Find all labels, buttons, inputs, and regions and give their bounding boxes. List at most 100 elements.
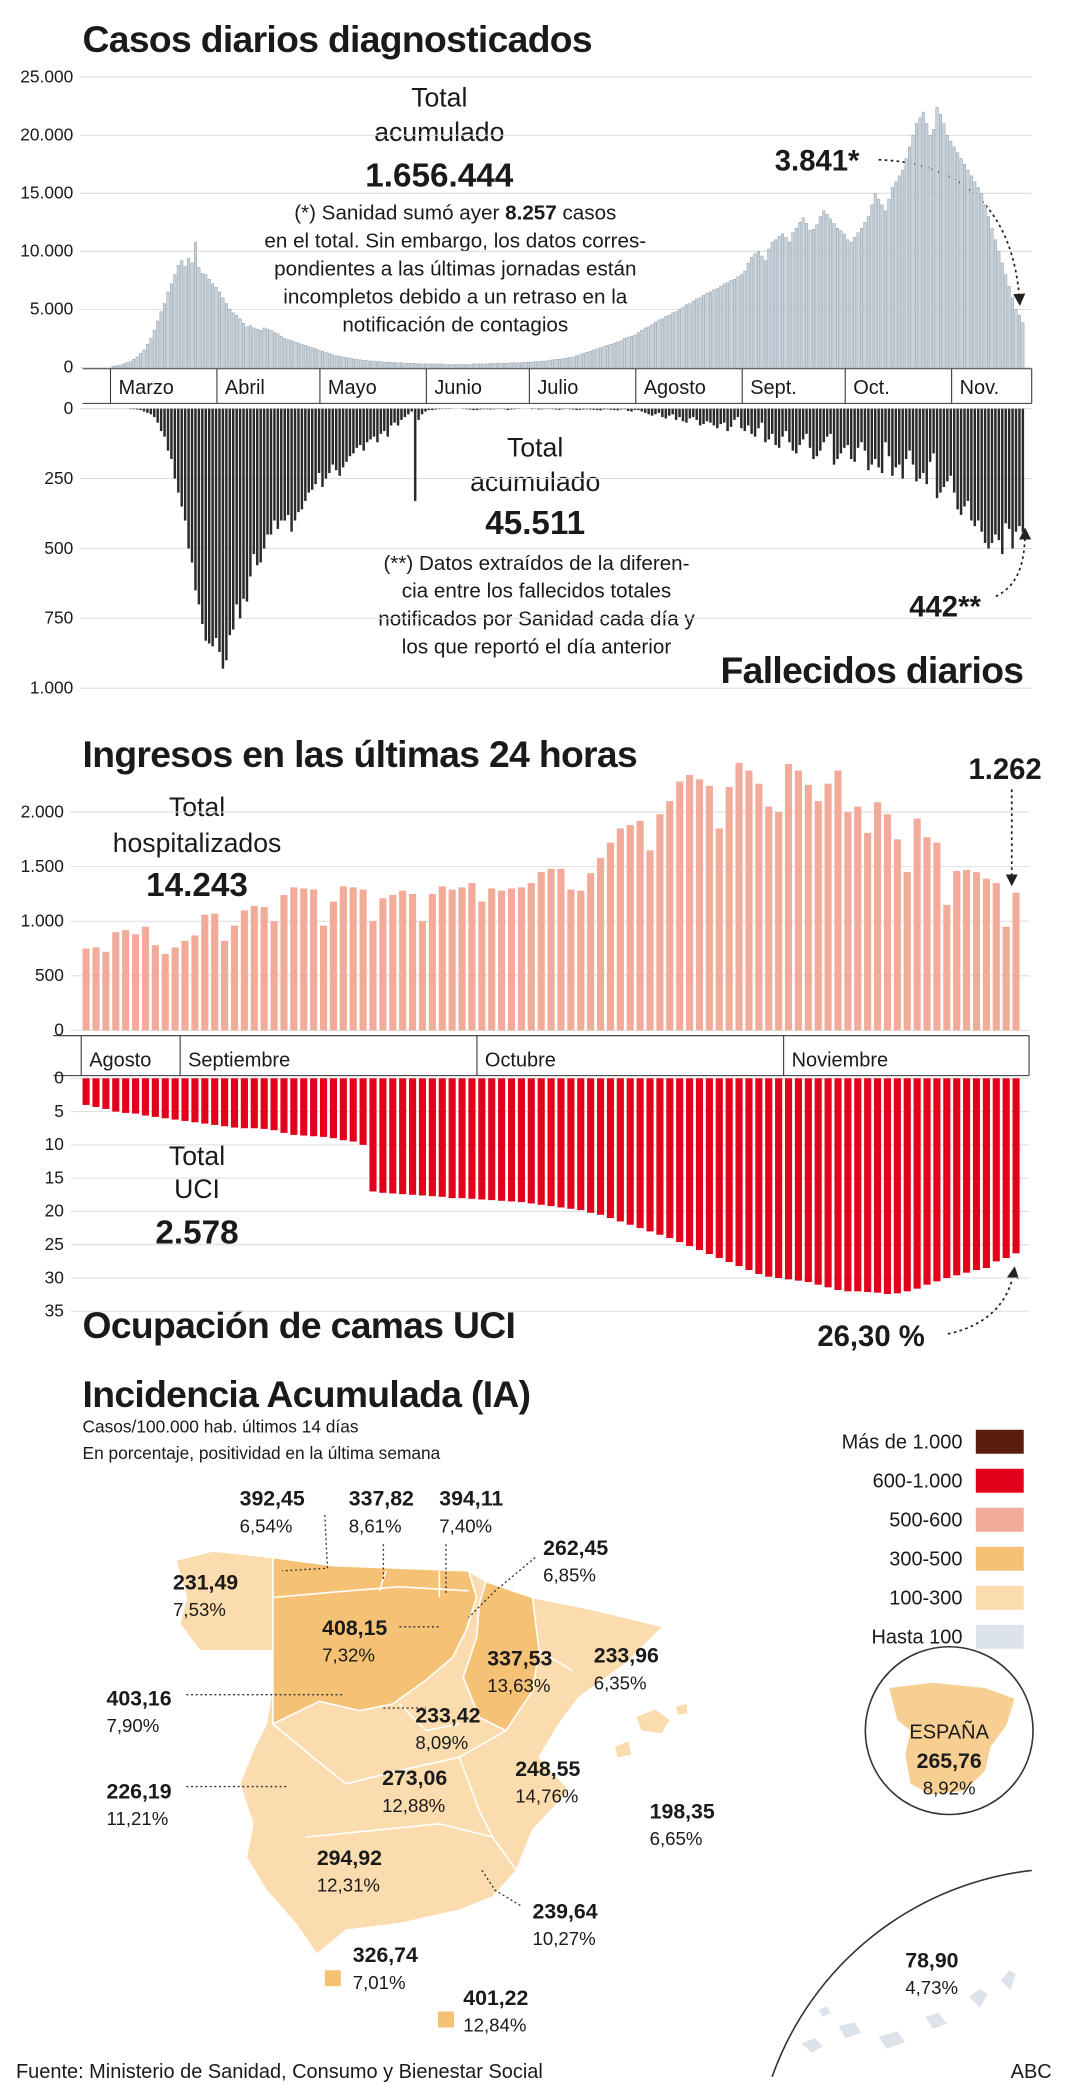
bar: [102, 951, 110, 1031]
bar: [726, 282, 730, 368]
bar: [708, 291, 712, 368]
legend-swatch: [975, 1468, 1024, 1493]
bar: [280, 1078, 288, 1133]
bar: [596, 1078, 605, 1215]
bar: [765, 1078, 773, 1277]
bar: [567, 1078, 575, 1209]
bar: [646, 850, 654, 1031]
bar: [161, 1078, 169, 1119]
bar: [1007, 408, 1011, 529]
legend-label: 500-600: [889, 1509, 962, 1531]
ceuta: [324, 1970, 341, 1987]
region-positivity: 6,65%: [650, 1828, 703, 1849]
total-label: UCI: [174, 1174, 220, 1204]
bar: [507, 888, 516, 1031]
bar: [578, 408, 582, 410]
note: notificados por Sanidad cada día y: [378, 608, 695, 631]
bar: [132, 934, 140, 1031]
bar: [156, 320, 160, 368]
bar: [647, 408, 650, 415]
bar: [149, 408, 153, 415]
bar: [240, 910, 248, 1031]
bar: [245, 326, 249, 368]
bar: [240, 1078, 248, 1129]
bar: [903, 1078, 911, 1292]
bar: [575, 408, 578, 411]
bar: [171, 947, 179, 1031]
y-tick-label: 10: [45, 1134, 64, 1154]
region-positivity: 11,21%: [107, 1808, 169, 1829]
bar: [324, 352, 328, 368]
bar: [681, 408, 685, 422]
bar: [204, 408, 207, 641]
bar: [190, 262, 194, 368]
bar: [355, 408, 359, 448]
bar: [982, 1078, 990, 1269]
bar: [365, 408, 369, 443]
bar: [527, 883, 535, 1031]
y-tick-label: 20.000: [20, 125, 73, 145]
bar: [993, 239, 997, 368]
bar: [321, 350, 324, 368]
bar: [201, 914, 209, 1031]
bar: [777, 236, 781, 368]
chart: 0 5.000 10.000 15.000 20.000 25.000 Marzo Abril…: [20, 67, 1033, 404]
bar: [943, 1078, 951, 1278]
bar: [488, 1078, 496, 1201]
bar: [310, 347, 314, 368]
bar: [626, 1078, 634, 1225]
bar: [705, 408, 709, 422]
bar: [468, 364, 472, 368]
bar: [250, 1078, 258, 1129]
bar: [82, 1078, 90, 1105]
y-tick-label: 1.500: [21, 856, 64, 876]
bar: [832, 408, 836, 465]
bar: [913, 818, 921, 1031]
bar: [685, 408, 688, 423]
bar: [530, 361, 534, 368]
legend-swatch: [975, 1546, 1024, 1571]
bar: [221, 940, 229, 1031]
x-tick-label: Julio: [537, 377, 578, 399]
bar: [359, 408, 362, 446]
bar: [925, 408, 928, 485]
bar: [676, 781, 684, 1031]
legend-swatch: [975, 1624, 1024, 1649]
bar: [980, 408, 983, 532]
region-positivity: 7,40%: [439, 1515, 492, 1536]
bar: [169, 283, 173, 368]
total-label: Total: [411, 82, 467, 112]
bar: [946, 408, 949, 482]
bar: [904, 158, 908, 368]
bar: [92, 1078, 100, 1107]
bar: [557, 868, 565, 1031]
bar: [1014, 408, 1018, 532]
bar: [743, 270, 747, 368]
x-tick-label: Agosto: [644, 377, 706, 399]
chart-title: Fallecidos diarios: [721, 649, 1024, 691]
bar: [849, 241, 853, 368]
bar: [764, 408, 767, 443]
bar: [211, 1078, 219, 1125]
bar: [983, 408, 987, 543]
bar: [389, 361, 393, 368]
bar: [488, 888, 496, 1031]
region-value: 392,45: [240, 1487, 305, 1511]
bar: [319, 1078, 328, 1137]
bar: [1002, 1078, 1010, 1259]
bar: [437, 408, 441, 410]
bar: [928, 135, 932, 368]
bar: [499, 363, 503, 368]
bar: [877, 198, 881, 368]
bar: [255, 328, 259, 368]
bar: [300, 888, 308, 1031]
spain-name: ESPAÑA: [909, 1720, 989, 1744]
bar: [118, 364, 122, 368]
bar: [269, 330, 273, 368]
bar: [1011, 408, 1014, 549]
bar: [472, 408, 475, 411]
total-value: 14.243: [146, 867, 248, 904]
total-value: 45.511: [485, 505, 585, 542]
x-tick-label: Marzo: [118, 377, 173, 399]
bar: [729, 280, 733, 368]
